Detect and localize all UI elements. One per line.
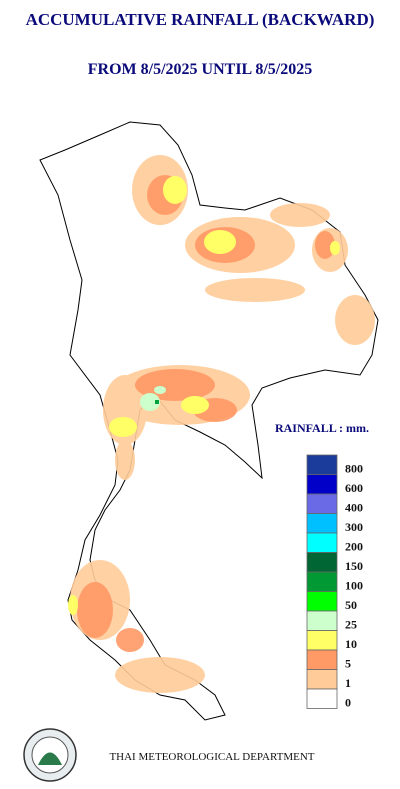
legend-label: 600 (345, 481, 363, 495)
legend-swatch (306, 454, 338, 475)
footer: THAI METEOROLOGICAL DEPARTMENT (109, 751, 314, 763)
legend-swatch (306, 571, 338, 592)
legend-swatch (306, 532, 338, 553)
legend-label: 300 (345, 520, 363, 534)
legend-label: 50 (345, 598, 357, 612)
legend-label: 200 (345, 540, 363, 554)
legend-label: 10 (345, 637, 357, 651)
legend-swatch (306, 669, 338, 690)
rain-area-25mm (140, 386, 166, 411)
map (39, 121, 379, 721)
title: ACCUMULATIVE RAINFALL (BACKWARD) (26, 10, 375, 29)
legend-label: 0 (345, 696, 351, 710)
legend-label: 800 (345, 462, 363, 476)
rain-area-5mm (77, 175, 335, 652)
legend-label: 100 (345, 579, 363, 593)
legend-label: 25 (345, 618, 357, 632)
legend-swatch (306, 513, 338, 534)
legend-title: RAINFALL : mm. (275, 421, 369, 435)
legend-swatch (306, 610, 338, 631)
legend-swatch (306, 630, 338, 651)
logo (23, 728, 77, 782)
legend-swatch (306, 493, 338, 514)
legend-label: 400 (345, 501, 363, 515)
legend-swatch (306, 591, 338, 612)
legend-swatch (306, 474, 338, 495)
legend-swatch (306, 688, 338, 709)
legend-label: 1 (345, 676, 351, 690)
legend-swatch (306, 552, 338, 573)
legend-label: 5 (345, 657, 351, 671)
legend-label: 150 (345, 559, 363, 573)
rain-area-100mm (155, 400, 159, 404)
legend-swatch (306, 649, 338, 670)
subtitle: FROM 8/5/2025 UNTIL 8/5/2025 (88, 61, 312, 78)
rain-area-10mm (68, 176, 340, 615)
